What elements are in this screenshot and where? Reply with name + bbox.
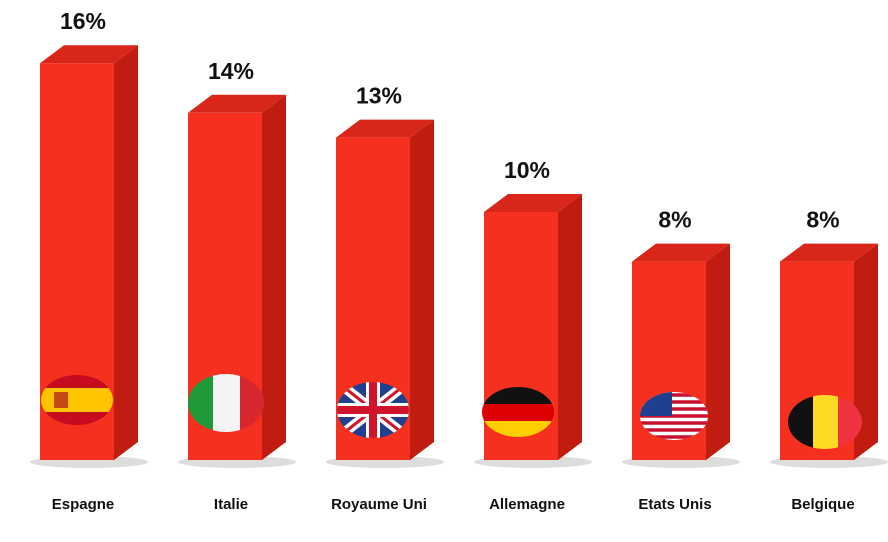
value-label: 8%	[658, 207, 691, 233]
bar-top	[40, 45, 138, 64]
bar-top	[780, 243, 878, 262]
bar-top	[484, 194, 582, 212]
category-label: Allemagne	[489, 496, 565, 513]
value-label: 14%	[208, 58, 254, 84]
flag-spain	[41, 375, 113, 425]
category-label: Belgique	[791, 496, 855, 513]
value-label: 16%	[60, 8, 106, 34]
flag-uk	[337, 382, 409, 438]
bar-top	[632, 243, 730, 262]
value-label: 13%	[356, 83, 402, 109]
category-label: Espagne	[51, 496, 115, 513]
bar-side	[706, 243, 730, 460]
bar-side	[262, 94, 286, 461]
category-label: Royaume Uni	[331, 496, 427, 513]
bars	[30, 45, 888, 468]
bar-side	[410, 119, 434, 460]
bar-side	[558, 194, 582, 460]
bar-top	[336, 119, 434, 138]
category-label: Etats Unis	[638, 496, 712, 513]
value-label: 8%	[806, 207, 839, 233]
category-label: Italie	[213, 496, 249, 513]
bar-side	[854, 243, 878, 460]
flags	[41, 374, 862, 449]
bar-top	[188, 94, 286, 113]
value-label: 10%	[504, 157, 550, 183]
bar-side	[114, 45, 138, 460]
flag-germany	[482, 387, 554, 437]
flag-usa	[640, 392, 708, 440]
